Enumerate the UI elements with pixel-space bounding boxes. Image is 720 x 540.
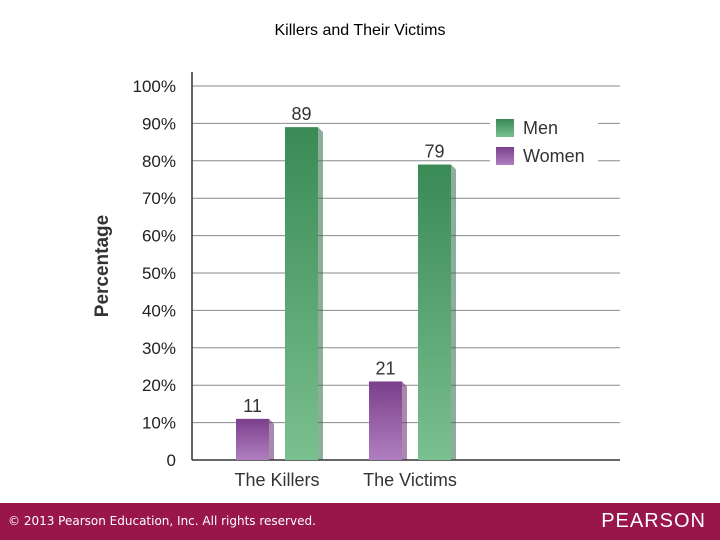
y-tick-label: 0 — [167, 451, 176, 470]
data-label: 89 — [291, 104, 311, 124]
y-tick-label: 80% — [142, 152, 176, 171]
y-tick-label: 70% — [142, 189, 176, 208]
bar-women — [369, 381, 402, 460]
y-tick-label: 30% — [142, 339, 176, 358]
bar-women — [236, 418, 269, 460]
data-label: 11 — [243, 396, 262, 416]
data-label: 79 — [424, 142, 444, 162]
bar-side — [451, 164, 456, 461]
data-label: 21 — [375, 358, 395, 378]
y-tick-label: 20% — [142, 376, 176, 395]
bar-men — [418, 164, 451, 461]
copyright-text: © 2013 Pearson Education, Inc. All right… — [8, 514, 316, 528]
y-tick-label: 50% — [142, 264, 176, 283]
bar-side — [269, 418, 274, 460]
bar-men — [285, 127, 318, 460]
bar-chart: 0 10% 20% 30% 40% 50% 60% 70% 80% 90% 100% Percenta… — [92, 72, 620, 490]
y-tick-label: 100% — [133, 77, 176, 96]
y-axis-title: Percentage — [92, 215, 113, 317]
y-tick-label: 60% — [142, 227, 176, 246]
y-tick-label: 10% — [142, 414, 176, 433]
bar-side — [318, 127, 323, 460]
legend-swatch-women — [496, 147, 514, 165]
x-category-label: The Killers — [234, 470, 319, 490]
y-tick-label: 40% — [142, 301, 176, 320]
x-category-label: The Victims — [363, 470, 457, 490]
footer-bar: © 2013 Pearson Education, Inc. All right… — [0, 503, 720, 540]
slide-title: Killers and Their Victims — [274, 22, 446, 39]
legend-label-men: Men — [523, 118, 558, 138]
legend-swatch-men — [496, 119, 514, 137]
bar-side — [402, 381, 407, 460]
y-tick-label: 90% — [142, 114, 176, 133]
pearson-logo: PEARSON — [601, 510, 706, 532]
legend-label-women: Women — [523, 146, 585, 166]
